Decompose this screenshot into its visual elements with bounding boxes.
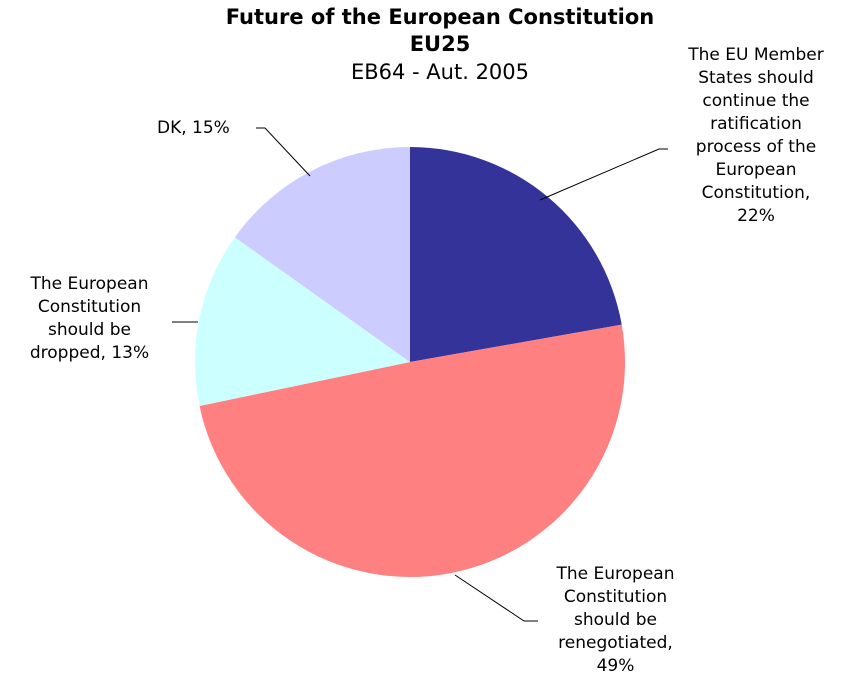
chart-title: Future of the European Constitution [225, 5, 655, 29]
slice-dropped [195, 237, 410, 407]
slice-label-continue-ratification: The EU Member States should continue the… [688, 45, 824, 226]
leader-continue-ratification [539, 148, 668, 201]
slice-renegotiated [199, 324, 625, 577]
slice-continue-ratification [410, 147, 622, 362]
slice-label-dropped: The European Constitution should be drop… [29, 274, 150, 363]
slice-label-renegotiated: The European Constitution should be rene… [556, 564, 675, 676]
slice-dk [234, 147, 410, 362]
slice-label-dk: DK, 15% [157, 118, 230, 138]
chart-title-block: Future of the European Constitution EU25… [0, 4, 853, 86]
leader-dk [256, 127, 311, 177]
chart-title-line2: EU25 [409, 32, 471, 56]
leader-renegotiated [454, 574, 538, 622]
chart-subtitle: EB64 - Aut. 2005 [350, 60, 530, 84]
